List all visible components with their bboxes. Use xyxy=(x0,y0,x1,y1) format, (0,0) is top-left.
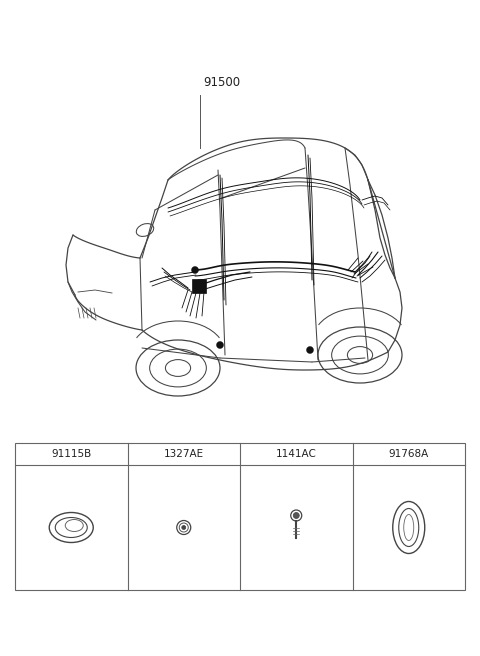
Text: 91115B: 91115B xyxy=(51,449,91,459)
Circle shape xyxy=(307,346,313,354)
Circle shape xyxy=(293,512,299,518)
Text: 1327AE: 1327AE xyxy=(164,449,204,459)
Text: 91768A: 91768A xyxy=(389,449,429,459)
Circle shape xyxy=(182,525,186,529)
Bar xyxy=(192,279,206,293)
Circle shape xyxy=(192,266,199,274)
Text: 1141AC: 1141AC xyxy=(276,449,317,459)
Circle shape xyxy=(216,342,224,348)
Bar xyxy=(15,443,465,590)
Text: 91500: 91500 xyxy=(203,77,240,89)
Circle shape xyxy=(196,281,204,289)
